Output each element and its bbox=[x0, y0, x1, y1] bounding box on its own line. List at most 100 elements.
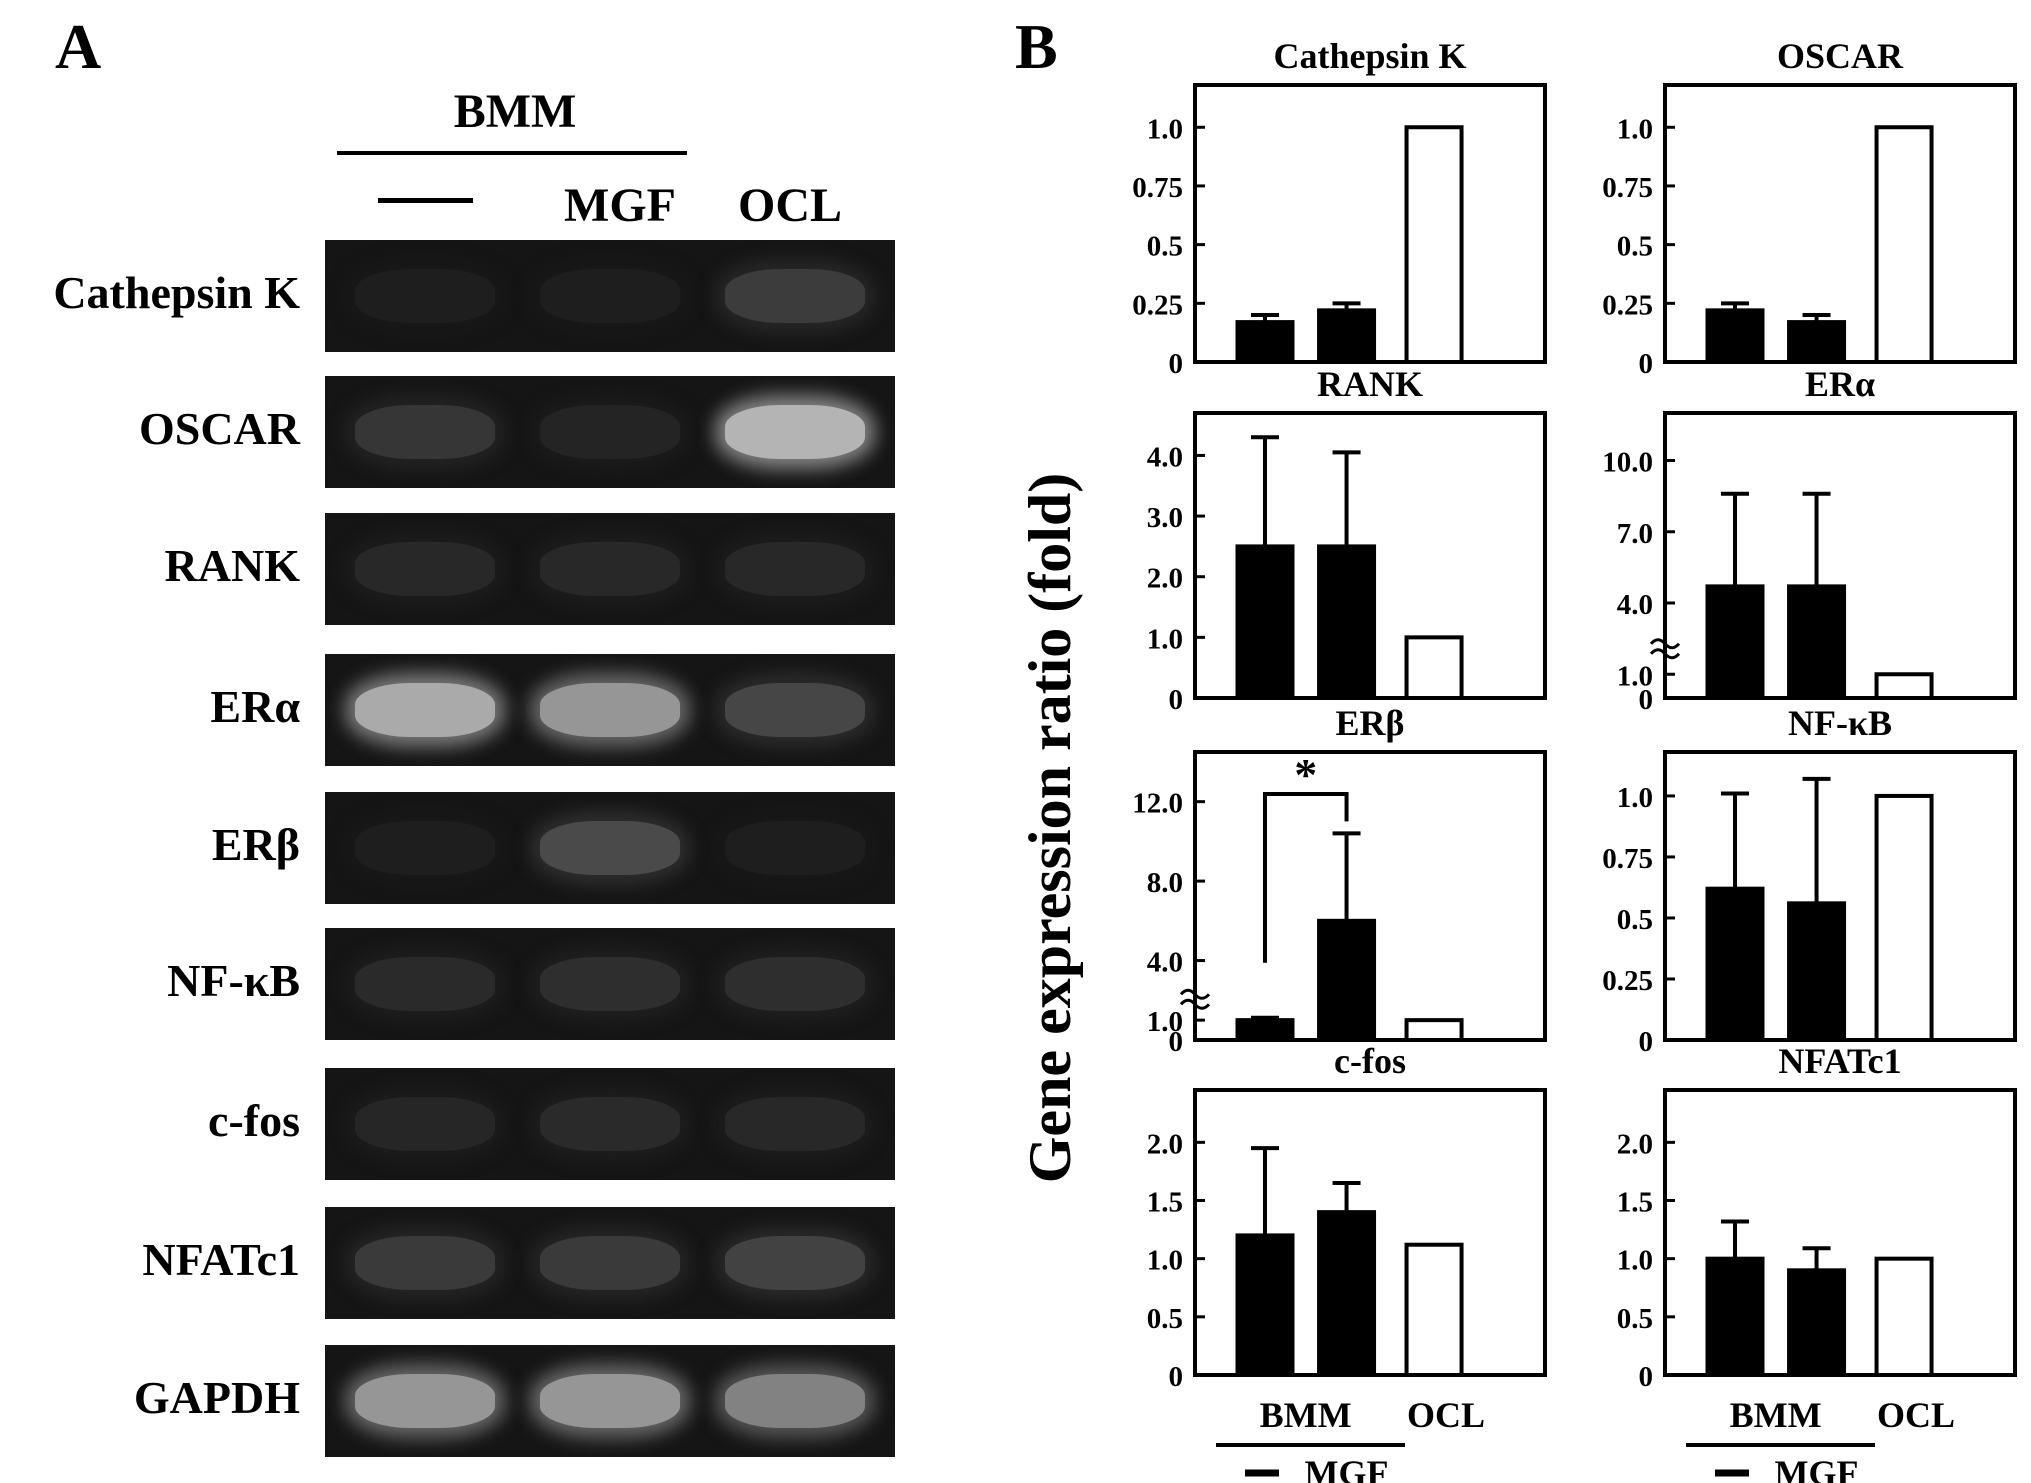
gel-row-label: ERβ bbox=[211, 819, 300, 870]
gel-lane-strip bbox=[325, 654, 895, 766]
y-tick-label: 7.0 bbox=[1617, 518, 1653, 550]
y-tick-label: 4.0 bbox=[1147, 441, 1183, 473]
chart-title: NF-κB bbox=[1788, 703, 1892, 743]
significance-bracket bbox=[1263, 792, 1349, 963]
axis-break-mark bbox=[1649, 638, 1681, 650]
bar bbox=[1404, 125, 1464, 364]
gel-band bbox=[540, 821, 680, 875]
gel-lane-strip bbox=[325, 376, 895, 488]
gel-row-label: RANK bbox=[164, 540, 300, 591]
bar bbox=[1705, 308, 1765, 364]
bar bbox=[1874, 125, 1934, 364]
gel-band bbox=[355, 1374, 495, 1428]
bar bbox=[1404, 1242, 1464, 1377]
y-tick-label: 2.0 bbox=[1617, 1128, 1653, 1160]
y-tick-label: 0.25 bbox=[1602, 289, 1653, 321]
gel-band bbox=[540, 683, 680, 737]
y-tick-label: 0.5 bbox=[1617, 904, 1653, 936]
gel-band bbox=[540, 1097, 680, 1151]
y-tick-label: 0.5 bbox=[1147, 231, 1183, 263]
mgf-column-label: MGF bbox=[564, 179, 676, 232]
gel-band bbox=[725, 683, 865, 737]
axis-break-mark bbox=[1179, 998, 1211, 1010]
y-tick-label: 0.25 bbox=[1602, 965, 1653, 997]
gel-band bbox=[355, 269, 495, 323]
gel-row-label: GAPDH bbox=[133, 1372, 300, 1423]
bar bbox=[1874, 1256, 1934, 1377]
gel-band bbox=[540, 957, 680, 1011]
bar bbox=[1317, 1210, 1377, 1377]
gel-band bbox=[725, 542, 865, 596]
y-tick-label: 0 bbox=[1639, 1026, 1654, 1058]
gel-band bbox=[355, 821, 495, 875]
y-tick-label: 8.0 bbox=[1147, 867, 1183, 899]
bar bbox=[1705, 1256, 1765, 1377]
ocl-column-label: OCL bbox=[737, 179, 842, 232]
gel-band bbox=[725, 1236, 865, 1290]
panel-b-letter: B bbox=[1015, 11, 1058, 82]
gel-row-label: NF-κB bbox=[167, 955, 300, 1006]
y-tick-label: 1.0 bbox=[1617, 660, 1653, 692]
gel-row-label: ERα bbox=[210, 681, 300, 732]
bar bbox=[1787, 320, 1847, 365]
chart-title: NFATc1 bbox=[1778, 1041, 1901, 1081]
gel-band bbox=[540, 405, 680, 459]
bar bbox=[1317, 308, 1377, 364]
bar bbox=[1787, 584, 1847, 700]
y-tick-label: 1.0 bbox=[1147, 1245, 1183, 1277]
bar bbox=[1404, 635, 1464, 700]
x-group-label: BMM bbox=[1730, 1395, 1822, 1435]
y-tick-label: 2.0 bbox=[1147, 563, 1183, 595]
gel-row-label: OSCAR bbox=[138, 403, 300, 454]
gel-band bbox=[355, 683, 495, 737]
gel-band bbox=[355, 405, 495, 459]
chart-title: ERα bbox=[1805, 364, 1875, 404]
x-category-label: OCL bbox=[1407, 1395, 1485, 1435]
y-tick-label: 1.0 bbox=[1617, 113, 1653, 145]
bar bbox=[1705, 584, 1765, 700]
y-tick-label: 0 bbox=[1639, 1361, 1654, 1393]
y-tick-label: 2.0 bbox=[1147, 1128, 1183, 1160]
gel-band bbox=[540, 1236, 680, 1290]
x-group-label: BMM bbox=[1260, 1395, 1352, 1435]
control-dash bbox=[378, 198, 473, 203]
gel-band bbox=[725, 1097, 865, 1151]
gel-band bbox=[355, 1097, 495, 1151]
bar bbox=[1235, 320, 1295, 365]
chart-title: c-fos bbox=[1334, 1041, 1406, 1081]
y-tick-label: 1.0 bbox=[1147, 1006, 1183, 1038]
chart-title: ERβ bbox=[1336, 703, 1405, 743]
bar bbox=[1874, 672, 1934, 700]
gel-lane-strip bbox=[325, 1345, 895, 1457]
y-tick-label: 12.0 bbox=[1132, 788, 1183, 820]
gel-band bbox=[540, 269, 680, 323]
gel-band bbox=[540, 542, 680, 596]
gel-band bbox=[725, 1374, 865, 1428]
gel-band bbox=[725, 269, 865, 323]
gel-row-label: Cathepsin K bbox=[53, 267, 300, 318]
x-category-label: MGF bbox=[1305, 1453, 1389, 1483]
gel-lane-strip bbox=[325, 1207, 895, 1319]
gel-band bbox=[355, 542, 495, 596]
y-tick-label: 0.75 bbox=[1132, 172, 1183, 204]
y-tick-label: 0 bbox=[1169, 684, 1184, 716]
gel-lane-strip bbox=[325, 792, 895, 904]
gel-band bbox=[725, 957, 865, 1011]
y-tick-label: 0.75 bbox=[1602, 843, 1653, 875]
y-tick-label: 1.0 bbox=[1617, 782, 1653, 814]
y-tick-label: 0.5 bbox=[1617, 231, 1653, 263]
bar bbox=[1404, 1018, 1464, 1043]
bar bbox=[1317, 918, 1377, 1042]
y-tick-label: 0 bbox=[1169, 348, 1184, 380]
gel-lane-strip bbox=[325, 1068, 895, 1180]
y-axis-label: Gene expression ratio (fold) bbox=[1017, 473, 1083, 1183]
y-tick-label: 1.0 bbox=[1617, 1245, 1653, 1277]
bar bbox=[1787, 1268, 1847, 1378]
gel-band bbox=[540, 1374, 680, 1428]
gel-band bbox=[355, 1236, 495, 1290]
bar bbox=[1235, 544, 1295, 700]
y-tick-label: 0 bbox=[1639, 348, 1654, 380]
bar bbox=[1235, 1233, 1295, 1378]
significance-star: * bbox=[1294, 749, 1317, 800]
